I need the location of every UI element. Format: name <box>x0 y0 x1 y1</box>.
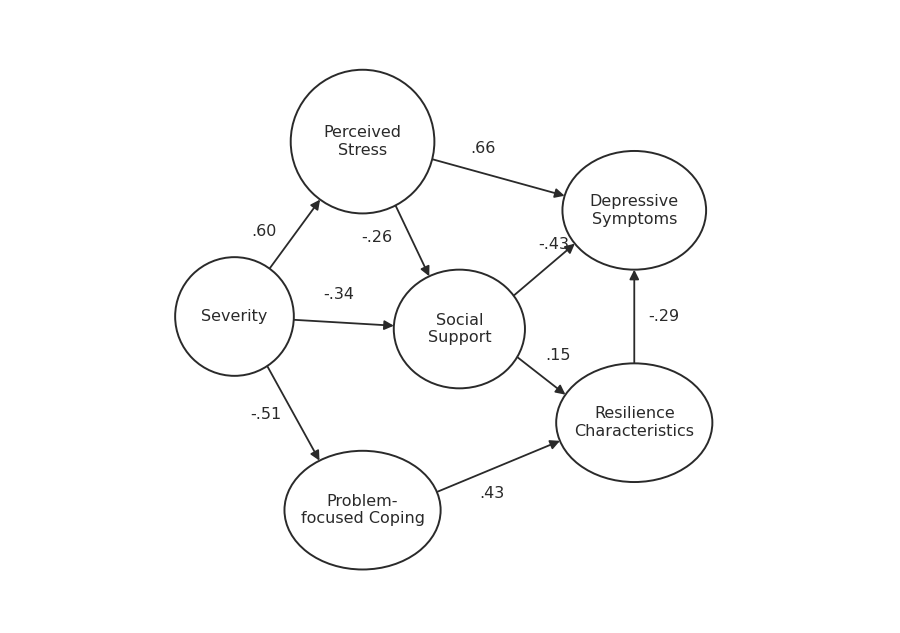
Text: .66: .66 <box>470 141 495 156</box>
Ellipse shape <box>556 363 713 482</box>
Text: -.51: -.51 <box>250 408 282 422</box>
Text: Problem-
focused Coping: Problem- focused Coping <box>301 494 425 527</box>
Text: -.43: -.43 <box>538 237 569 252</box>
Ellipse shape <box>284 451 441 570</box>
Text: .60: .60 <box>251 224 277 239</box>
Text: .15: .15 <box>544 348 571 363</box>
Ellipse shape <box>562 151 706 270</box>
Text: -.29: -.29 <box>649 309 680 324</box>
Text: .43: .43 <box>480 487 505 501</box>
Ellipse shape <box>394 270 525 388</box>
Text: Severity: Severity <box>202 309 267 324</box>
Text: Perceived
Stress: Perceived Stress <box>323 125 401 158</box>
Text: Depressive
Symptoms: Depressive Symptoms <box>590 194 679 227</box>
Ellipse shape <box>176 257 293 376</box>
Text: Social
Support: Social Support <box>428 313 491 345</box>
Text: -.34: -.34 <box>323 287 355 302</box>
Text: Resilience
Characteristics: Resilience Characteristics <box>574 406 694 439</box>
Ellipse shape <box>291 70 435 213</box>
Text: -.26: -.26 <box>361 230 392 245</box>
